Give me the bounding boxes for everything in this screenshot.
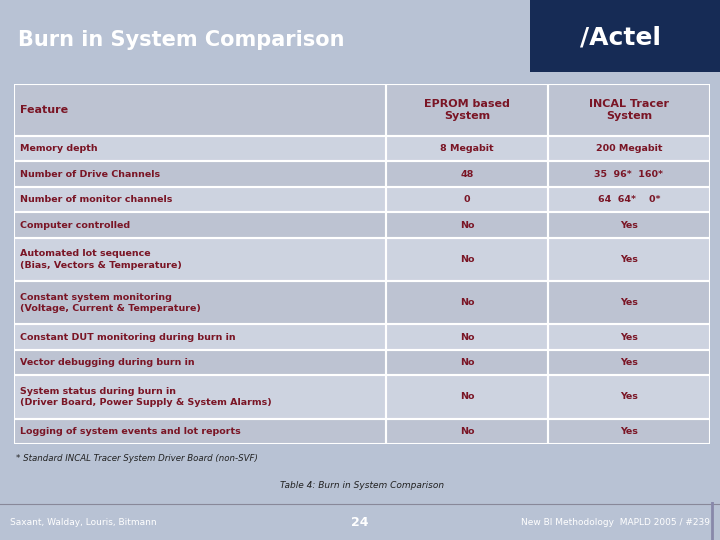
Bar [387,375,548,418]
Bar [387,418,548,444]
Text: System status during burn in
(Driver Board, Power Supply & System Alarms): System status during burn in (Driver Boa… [20,387,271,407]
Text: Constant system monitoring
(Voltage, Current & Temperature): Constant system monitoring (Voltage, Cur… [20,293,201,313]
Bar [14,187,387,212]
Bar [387,212,548,238]
Bar [548,325,710,350]
Bar [387,281,548,325]
Bar [387,238,548,281]
Text: No: No [460,221,474,230]
Bar [548,161,710,187]
Text: No: No [460,298,474,307]
Text: Vector debugging during burn in: Vector debugging during burn in [20,358,194,367]
Text: INCAL Tracer
System: INCAL Tracer System [589,99,669,121]
Bar [548,281,710,325]
Text: Yes: Yes [620,333,638,342]
Bar [548,187,710,212]
Bar [387,350,548,375]
Bar [14,375,387,418]
Bar [548,350,710,375]
Text: Yes: Yes [620,427,638,436]
Text: 24: 24 [351,516,369,529]
Bar [387,325,548,350]
Text: No: No [460,393,474,401]
Text: Computer controlled: Computer controlled [20,221,130,230]
Text: 64  64*    0*: 64 64* 0* [598,195,660,204]
Bar [387,187,548,212]
Text: 35  96*  160*: 35 96* 160* [595,170,663,179]
Text: No: No [460,255,474,264]
Bar [14,418,387,444]
Text: Constant DUT monitoring during burn in: Constant DUT monitoring during burn in [20,333,235,342]
Bar [14,84,387,136]
Bar [530,0,720,72]
Bar [387,161,548,187]
Text: Burn in System Comparison: Burn in System Comparison [18,30,344,50]
Text: Feature: Feature [20,105,68,115]
Text: Automated lot sequence
(Bias, Vectors & Temperature): Automated lot sequence (Bias, Vectors & … [20,249,182,269]
Bar [548,84,710,136]
Bar [14,238,387,281]
Bar [14,161,387,187]
Text: No: No [460,333,474,342]
Bar [548,136,710,161]
Text: /Actel: /Actel [580,25,660,50]
Bar [14,350,387,375]
Text: Yes: Yes [620,298,638,307]
Bar [548,238,710,281]
Text: 48: 48 [460,170,474,179]
Text: 8 Megabit: 8 Megabit [441,144,494,153]
Text: Number of monitor channels: Number of monitor channels [20,195,172,204]
Text: Yes: Yes [620,255,638,264]
Bar [14,212,387,238]
Text: Yes: Yes [620,358,638,367]
Text: Table 4: Burn in System Comparison: Table 4: Burn in System Comparison [280,481,444,490]
Text: Yes: Yes [620,221,638,230]
Bar [548,418,710,444]
Text: 0: 0 [464,195,470,204]
Bar [14,136,387,161]
Text: No: No [460,358,474,367]
Text: EPROM based
System: EPROM based System [424,99,510,121]
Text: 200 Megabit: 200 Megabit [595,144,662,153]
Text: No: No [460,427,474,436]
Bar [14,325,387,350]
Text: Saxant, Walday, Louris, Bitmann: Saxant, Walday, Louris, Bitmann [10,518,157,528]
Bar [548,212,710,238]
Text: Number of Drive Channels: Number of Drive Channels [20,170,160,179]
Text: Memory depth: Memory depth [20,144,98,153]
Bar [387,136,548,161]
Text: Yes: Yes [620,393,638,401]
Bar [548,375,710,418]
Bar [387,84,548,136]
Text: Logging of system events and lot reports: Logging of system events and lot reports [20,427,240,436]
Text: New BI Methodology  MAPLD 2005 / #239: New BI Methodology MAPLD 2005 / #239 [521,518,710,528]
Bar [14,281,387,325]
Text: * Standard INCAL Tracer System Driver Board (non-SVF): * Standard INCAL Tracer System Driver Bo… [16,454,258,463]
